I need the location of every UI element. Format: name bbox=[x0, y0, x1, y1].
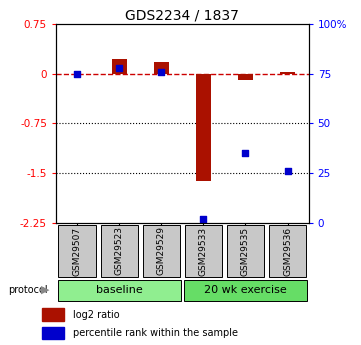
Title: GDS2234 / 1837: GDS2234 / 1837 bbox=[125, 9, 239, 23]
Bar bbox=[154, 62, 169, 74]
Text: ▶: ▶ bbox=[41, 285, 50, 295]
Bar bbox=[42, 327, 64, 339]
FancyBboxPatch shape bbox=[269, 225, 306, 277]
Point bbox=[158, 69, 164, 75]
FancyBboxPatch shape bbox=[101, 225, 138, 277]
FancyBboxPatch shape bbox=[58, 279, 180, 301]
Point bbox=[243, 150, 248, 156]
Text: log2 ratio: log2 ratio bbox=[73, 310, 119, 320]
FancyBboxPatch shape bbox=[143, 225, 180, 277]
Text: GSM29507: GSM29507 bbox=[73, 226, 82, 276]
Text: GSM29535: GSM29535 bbox=[241, 226, 250, 276]
FancyBboxPatch shape bbox=[227, 225, 264, 277]
FancyBboxPatch shape bbox=[185, 225, 222, 277]
Text: GSM29529: GSM29529 bbox=[157, 226, 166, 276]
Bar bbox=[280, 72, 295, 74]
Point bbox=[200, 216, 206, 221]
Text: protocol: protocol bbox=[8, 285, 48, 295]
FancyBboxPatch shape bbox=[184, 279, 307, 301]
FancyBboxPatch shape bbox=[58, 225, 96, 277]
Point bbox=[285, 168, 291, 174]
Bar bbox=[196, 74, 211, 181]
Bar bbox=[42, 308, 64, 321]
Text: GSM29523: GSM29523 bbox=[115, 226, 123, 276]
Point bbox=[116, 65, 122, 71]
Bar bbox=[112, 59, 126, 74]
Bar bbox=[238, 74, 253, 80]
Text: 20 wk exercise: 20 wk exercise bbox=[204, 285, 287, 295]
Text: GSM29533: GSM29533 bbox=[199, 226, 208, 276]
Point bbox=[74, 71, 80, 77]
Text: GSM29536: GSM29536 bbox=[283, 226, 292, 276]
Text: percentile rank within the sample: percentile rank within the sample bbox=[73, 328, 238, 338]
Text: baseline: baseline bbox=[96, 285, 143, 295]
